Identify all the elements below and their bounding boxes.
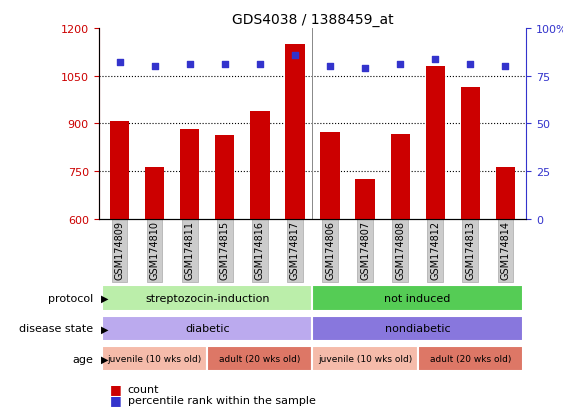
Bar bbox=[207, 346, 312, 371]
Bar bbox=[215, 135, 234, 219]
Point bbox=[396, 62, 405, 69]
Point bbox=[291, 52, 300, 59]
Bar bbox=[102, 316, 312, 341]
Point bbox=[115, 60, 124, 66]
Bar bbox=[102, 346, 207, 371]
Point bbox=[256, 62, 265, 69]
Point bbox=[220, 62, 229, 69]
Bar bbox=[180, 130, 199, 219]
Text: ▶: ▶ bbox=[101, 323, 109, 334]
Point bbox=[431, 56, 440, 63]
Text: diabetic: diabetic bbox=[185, 323, 230, 334]
Bar bbox=[285, 45, 305, 219]
Text: adult (20 wks old): adult (20 wks old) bbox=[219, 354, 301, 363]
Text: nondiabetic: nondiabetic bbox=[385, 323, 450, 334]
Bar bbox=[110, 121, 129, 219]
Text: juvenile (10 wks old): juvenile (10 wks old) bbox=[318, 354, 412, 363]
Text: ▶: ▶ bbox=[101, 293, 109, 304]
Bar bbox=[250, 112, 270, 219]
Bar bbox=[391, 134, 410, 219]
Text: not induced: not induced bbox=[385, 293, 451, 304]
Bar bbox=[461, 88, 480, 219]
Text: disease state: disease state bbox=[19, 323, 93, 334]
Point bbox=[325, 64, 334, 70]
Bar bbox=[355, 180, 375, 219]
Text: count: count bbox=[128, 384, 159, 394]
Text: adult (20 wks old): adult (20 wks old) bbox=[430, 354, 511, 363]
Point bbox=[501, 64, 510, 70]
Bar bbox=[312, 346, 418, 371]
Point bbox=[466, 62, 475, 69]
Text: ■: ■ bbox=[110, 393, 122, 406]
Bar bbox=[312, 286, 523, 311]
Text: juvenile (10 wks old): juvenile (10 wks old) bbox=[108, 354, 202, 363]
Text: age: age bbox=[72, 354, 93, 364]
Bar bbox=[418, 346, 523, 371]
Point bbox=[360, 66, 369, 72]
Text: ■: ■ bbox=[110, 382, 122, 396]
Text: protocol: protocol bbox=[48, 293, 93, 304]
Text: streptozocin-induction: streptozocin-induction bbox=[145, 293, 270, 304]
Point bbox=[150, 64, 159, 70]
Bar bbox=[145, 168, 164, 219]
Text: ▶: ▶ bbox=[101, 354, 109, 364]
Title: GDS4038 / 1388459_at: GDS4038 / 1388459_at bbox=[231, 12, 394, 26]
Bar bbox=[102, 286, 312, 311]
Bar bbox=[320, 133, 339, 219]
Text: percentile rank within the sample: percentile rank within the sample bbox=[128, 395, 316, 405]
Bar bbox=[495, 168, 515, 219]
Bar bbox=[426, 67, 445, 219]
Point bbox=[185, 62, 194, 69]
Bar bbox=[312, 316, 523, 341]
